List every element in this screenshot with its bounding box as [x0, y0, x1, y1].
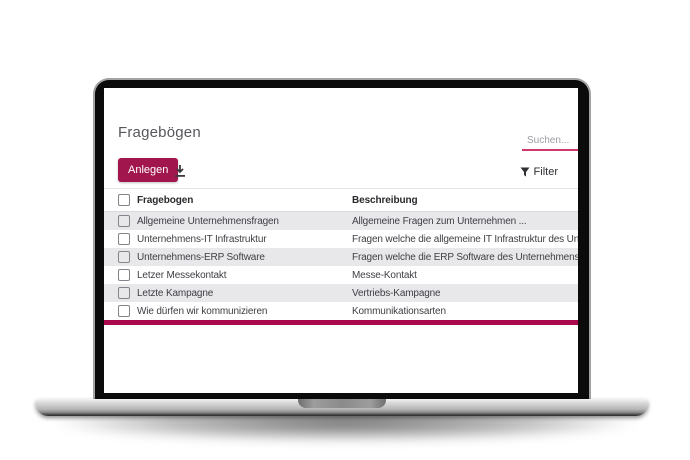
row-checkbox[interactable] — [118, 305, 130, 317]
filter-label: Filter — [533, 166, 558, 178]
page-title: Fragebögen — [118, 124, 201, 141]
cell-fragebogen: Unternehmens-ERP Software — [137, 251, 265, 263]
download-icon[interactable] — [172, 162, 190, 180]
search-field — [522, 130, 578, 151]
row-checkbox[interactable] — [118, 215, 130, 227]
laptop-base-notch — [298, 399, 386, 408]
select-all-checkbox[interactable] — [118, 194, 130, 206]
filter-funnel-icon — [520, 167, 530, 177]
search-input[interactable] — [522, 131, 578, 150]
table-row[interactable]: Allgemeine Unternehmensfragen Allgemeine… — [104, 212, 578, 230]
cell-fragebogen: Allgemeine Unternehmensfragen — [137, 215, 279, 227]
table-body: Allgemeine Unternehmensfragen Allgemeine… — [104, 212, 578, 320]
row-checkbox[interactable] — [118, 233, 130, 245]
row-checkbox[interactable] — [118, 251, 130, 263]
cell-beschreibung: Vertriebs-Kampagne — [352, 287, 441, 299]
cell-beschreibung: Fragen welche die ERP Software des Unter… — [352, 251, 578, 263]
table-row[interactable]: Letzer Messekontakt Messe-Kontakt — [104, 266, 578, 284]
cell-beschreibung: Messe-Kontakt — [352, 269, 417, 281]
cell-beschreibung: Allgemeine Fragen zum Unternehmen ... — [352, 215, 527, 227]
cell-fragebogen: Letzte Kampagne — [137, 287, 214, 299]
app-screen: Fragebögen Anlegen Filter Fragebogen — [104, 88, 578, 393]
accent-divider-bar — [104, 320, 578, 325]
row-checkbox[interactable] — [118, 287, 130, 299]
table-header-row: Fragebogen Beschreibung — [104, 188, 578, 212]
table-row[interactable]: Wie dürfen wir kommunizieren Kommunikati… — [104, 302, 578, 320]
cell-beschreibung: Fragen welche die allgemeine IT Infrastr… — [352, 233, 578, 245]
cell-fragebogen: Unternehmens-IT Infrastruktur — [137, 233, 267, 245]
questionnaire-table: Fragebogen Beschreibung Allgemeine Unter… — [104, 188, 578, 320]
cell-beschreibung: Kommunikationsarten — [352, 305, 446, 317]
column-header-fragebogen: Fragebogen — [137, 194, 194, 206]
create-button[interactable]: Anlegen — [118, 158, 179, 182]
column-header-beschreibung: Beschreibung — [352, 194, 418, 206]
laptop-base — [36, 399, 648, 416]
table-row[interactable]: Unternehmens-ERP Software Fragen welche … — [104, 248, 578, 266]
table-row[interactable]: Unternehmens-IT Infrastruktur Fragen wel… — [104, 230, 578, 248]
cell-fragebogen: Letzer Messekontakt — [137, 269, 227, 281]
cell-fragebogen: Wie dürfen wir kommunizieren — [137, 305, 268, 317]
table-row[interactable]: Letzte Kampagne Vertriebs-Kampagne — [104, 284, 578, 302]
row-checkbox[interactable] — [118, 269, 130, 281]
filter-button[interactable]: Filter — [520, 162, 558, 182]
